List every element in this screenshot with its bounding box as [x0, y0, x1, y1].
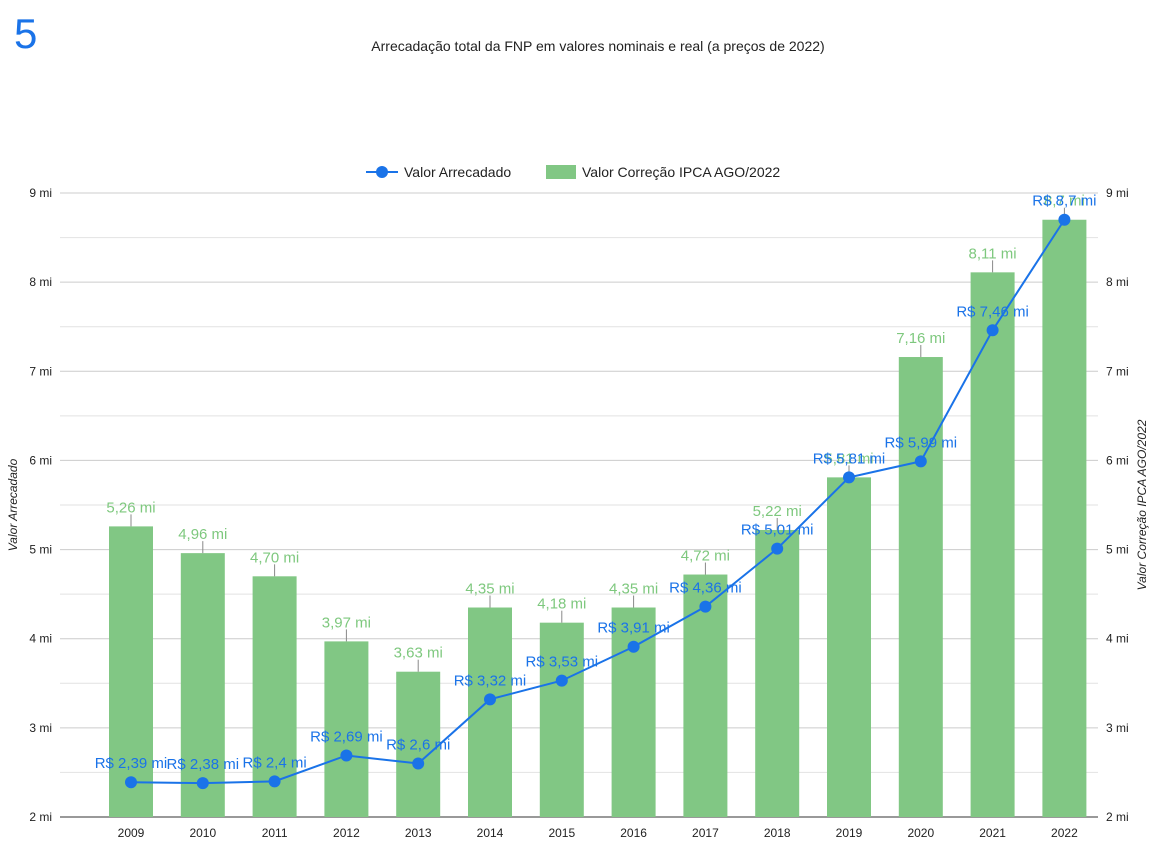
x-tick-label: 2020	[907, 826, 934, 840]
line-point	[627, 640, 640, 653]
y-tick-left: 6 mi	[29, 453, 52, 467]
chart-title: Arrecadação total da FNP em valores nomi…	[371, 38, 825, 54]
line-data-label: R$ 5,01 mi	[741, 522, 814, 539]
legend-label-line: Valor Arrecadado	[404, 164, 511, 180]
bar	[396, 671, 441, 817]
legend-line-marker	[376, 166, 388, 178]
bar	[180, 553, 225, 817]
line-point	[986, 324, 999, 337]
bar-data-label: 4,35 mi	[465, 581, 514, 598]
bar-data-label: 4,70 mi	[250, 549, 299, 566]
bar-data-label: 5,22 mi	[753, 503, 802, 520]
line-point	[914, 455, 927, 468]
bar-data-label: 5,26 mi	[106, 499, 155, 516]
x-tick-label: 2016	[620, 826, 647, 840]
bar-data-label: 4,72 mi	[681, 548, 730, 565]
y-tick-left: 5 mi	[29, 543, 52, 557]
line-data-label: R$ 5,81 mi	[813, 450, 886, 467]
bar	[827, 477, 871, 817]
line-data-label: R$ 5,99 mi	[885, 434, 958, 451]
bar-data-label: 4,35 mi	[609, 581, 658, 598]
line-point	[843, 471, 855, 484]
x-tick-label: 2022	[1051, 826, 1078, 840]
y-tick-right: 8 mi	[1106, 275, 1129, 289]
y-tick-right: 2 mi	[1106, 810, 1129, 824]
line-point	[412, 757, 425, 770]
line-data-label: R$ 4,36 mi	[669, 580, 742, 597]
bar-data-label: 3,63 mi	[394, 645, 443, 662]
bar	[755, 529, 800, 817]
bar-data-label: 8,11 mi	[969, 245, 1017, 262]
x-tick-label: 2010	[189, 826, 216, 840]
line-data-label: R$ 8,7 mi	[1032, 193, 1096, 210]
y-tick-right: 4 mi	[1106, 632, 1129, 646]
page-number: 5	[14, 10, 38, 57]
bar-data-label: 7,16 mi	[896, 330, 945, 347]
bar-data-label: 5,81 mi	[824, 450, 873, 467]
y-tick-left: 3 mi	[29, 721, 52, 735]
x-tick-label: 2021	[979, 826, 1006, 840]
line-data-label: R$ 2,4 mi	[242, 754, 306, 771]
line-data-label: R$ 2,39 mi	[95, 755, 168, 772]
line-point	[196, 777, 209, 790]
line-point	[268, 775, 281, 788]
legend-bar-swatch	[546, 165, 576, 179]
y-tick-left: 2 mi	[29, 810, 52, 824]
x-tick-label: 2015	[548, 826, 575, 840]
bar	[970, 272, 1015, 817]
y-tick-right: 7 mi	[1106, 364, 1129, 378]
y2-axis-title: Valor Correção IPCA AGO/2022	[1135, 419, 1149, 590]
y-tick-right: 6 mi	[1106, 453, 1129, 467]
y-tick-left: 8 mi	[29, 275, 52, 289]
legend-label-bar: Valor Correção IPCA AGO/2022	[582, 164, 780, 180]
line-data-label: R$ 2,69 mi	[310, 728, 383, 745]
y-tick-right: 9 mi	[1106, 186, 1129, 200]
y-tick-left: 9 mi	[29, 186, 52, 200]
line-point	[1058, 213, 1071, 226]
line-data-label: R$ 3,53 mi	[526, 654, 599, 671]
line-point	[484, 693, 496, 706]
line-point	[699, 600, 712, 613]
bar-data-label: 3,97 mi	[322, 614, 371, 631]
line-data-label: R$ 3,32 mi	[454, 672, 527, 689]
y-tick-left: 7 mi	[29, 364, 52, 378]
x-tick-label: 2019	[836, 826, 863, 840]
y-axis-title: Valor Arrecadado	[6, 458, 20, 551]
bar	[539, 622, 584, 817]
x-tick-label: 2009	[118, 826, 145, 840]
line-data-label: R$ 2,6 mi	[386, 737, 450, 754]
bar	[898, 357, 943, 817]
x-tick-label: 2017	[692, 826, 719, 840]
y-tick-right: 5 mi	[1106, 543, 1129, 557]
x-tick-label: 2018	[764, 826, 791, 840]
line-point	[340, 749, 353, 762]
bar	[324, 641, 369, 817]
x-tick-label: 2012	[333, 826, 360, 840]
y-tick-left: 4 mi	[29, 632, 52, 646]
bar-data-label: 8,7 mi	[1044, 193, 1085, 210]
x-tick-label: 2011	[262, 826, 288, 840]
y-tick-right: 3 mi	[1106, 721, 1129, 735]
line-point	[555, 674, 568, 687]
line-point	[771, 542, 784, 555]
bar	[1042, 219, 1087, 817]
bar-data-label: 4,18 mi	[537, 596, 586, 613]
bar-data-label: 4,96 mi	[178, 526, 227, 543]
line-data-label: R$ 2,38 mi	[167, 756, 240, 773]
bar	[109, 526, 153, 817]
line-point	[125, 776, 137, 789]
line-data-label: R$ 3,91 mi	[597, 620, 670, 637]
line-data-label: R$ 7,46 mi	[956, 303, 1029, 320]
series-line	[130, 219, 1066, 785]
x-tick-label: 2014	[477, 826, 504, 840]
x-tick-label: 2013	[405, 826, 432, 840]
